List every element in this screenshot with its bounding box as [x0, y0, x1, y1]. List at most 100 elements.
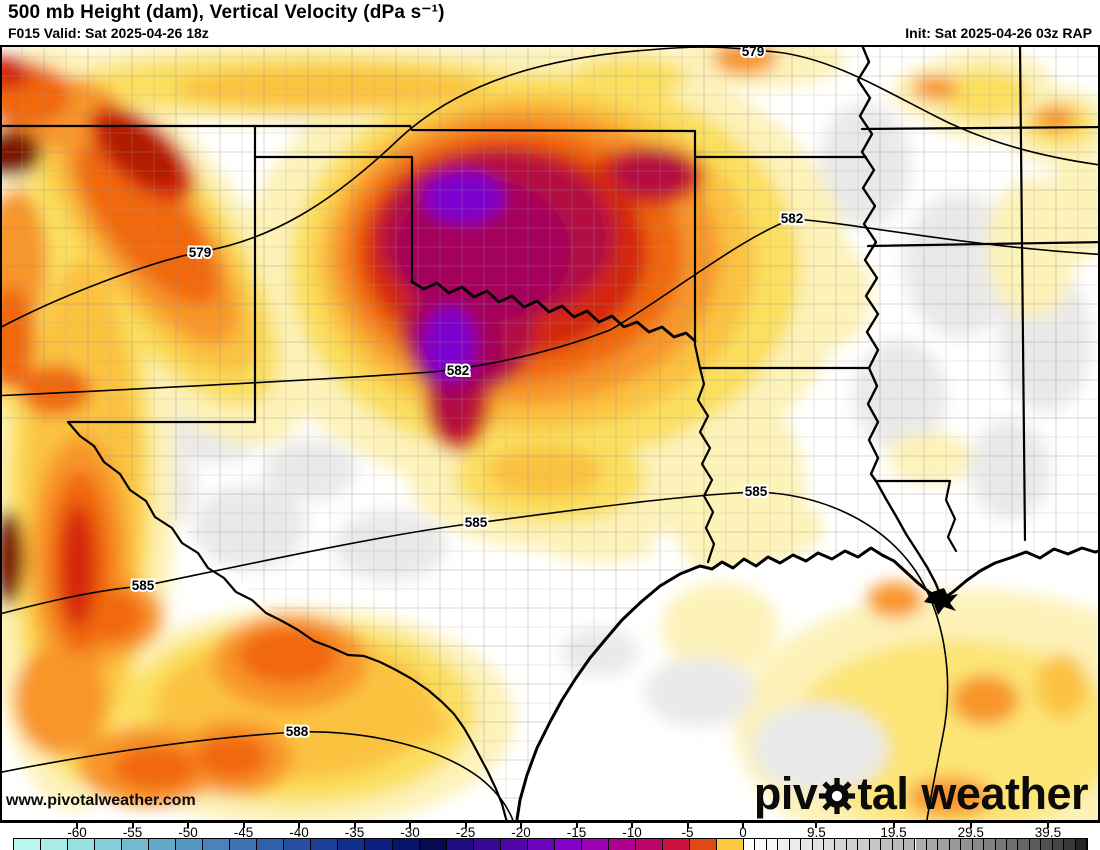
colorbar-cell [689, 839, 717, 850]
weather-map[interactable]: 579 579 582 582 585 585 585 588 www.pivo… [0, 32, 1100, 850]
colorbar-cell [1029, 839, 1042, 850]
colorbar-tick-label: -25 [455, 825, 476, 840]
colorbar-cell [995, 839, 1007, 850]
colorbar-cell [122, 839, 150, 850]
contour-label-585-west: 585 [132, 578, 155, 593]
colorbar-tick-label: -40 [289, 825, 309, 840]
colorbar-cell [949, 839, 962, 850]
colorbar-cell [1006, 839, 1019, 850]
colorbar-tick [242, 823, 245, 828]
colorbar-tick-label: -15 [566, 825, 587, 840]
colorbar-cell [904, 839, 916, 850]
colorbar-tick-label: -30 [400, 825, 420, 840]
colorbar-cell [858, 839, 870, 850]
colorbar-tick [631, 823, 633, 828]
colorbar-cell [778, 839, 790, 850]
init-time-label: Init: Sat 2025-04-26 03z RAP [905, 25, 1092, 41]
gear-icon [819, 777, 856, 814]
colorbar-cell [892, 839, 905, 850]
map-canvas: 579 579 582 582 585 585 585 588 [0, 32, 1100, 850]
colorbar-tick [742, 823, 744, 828]
state-borders [0, 43, 1100, 828]
colorbar-tick [520, 823, 522, 828]
colorbar-cell [149, 839, 177, 850]
colorbar-cell [716, 839, 744, 850]
logo-text-weather: weather [921, 768, 1088, 819]
colorbar-cell [1041, 839, 1053, 850]
colorbar-cell [257, 839, 285, 850]
colorbar-cell [801, 839, 813, 850]
colorbar-tick-label: -45 [233, 825, 254, 840]
colorbar-cell [14, 839, 42, 850]
colorbar-cell [1052, 839, 1065, 850]
colorbar-tick-label: -50 [178, 825, 198, 840]
colorbar-cell [926, 839, 939, 850]
colorbar-tick [575, 823, 578, 828]
colorbar-cells [13, 838, 1088, 850]
contour-labels: 579 579 582 582 585 585 585 588 [130, 42, 806, 741]
contour-label-579-west: 579 [189, 245, 212, 260]
colorbar-cell [311, 839, 339, 850]
map-header: 500 mb Height (dam), Vertical Velocity (… [0, 0, 1100, 45]
colorbar-tick-label: -55 [122, 825, 143, 840]
colorbar-cell [755, 839, 767, 850]
colorbar-cell [835, 839, 847, 850]
height-contour-579 [0, 46, 1100, 329]
colorbar-tick [815, 823, 818, 828]
colorbar-cell [419, 839, 447, 850]
colorbar-tick-label: 29.5 [957, 825, 984, 840]
colorbar-tick [409, 823, 411, 828]
colorbar-tick-label: -5 [681, 825, 694, 840]
colorbar-cell [230, 839, 258, 850]
colorbar-tick-label: 0 [739, 825, 747, 840]
colorbar-tick-label: -10 [622, 825, 642, 840]
colorbar-cell [789, 839, 802, 850]
colorbar-cell [961, 839, 973, 850]
colorbar-cell [766, 839, 779, 850]
logo-text-tal: tal [857, 768, 909, 819]
colorbar-cell [744, 839, 756, 850]
colorbar-cell [608, 839, 636, 850]
coastline [514, 546, 1100, 827]
colorbar-cell [972, 839, 985, 850]
colorbar-tick [969, 823, 972, 828]
contour-label-579-north: 579 [742, 45, 765, 59]
contour-label-585-mid: 585 [465, 515, 488, 530]
contour-label-585-east: 585 [745, 484, 768, 499]
height-contour-588 [0, 731, 516, 827]
valid-time-label: F015 Valid: Sat 2025-04-26 18z [8, 25, 209, 41]
colorbar-cell [846, 839, 859, 850]
colorbar-tick-label: 9.5 [806, 825, 826, 840]
colorbar-cell [95, 839, 123, 850]
colorbar-cell [338, 839, 366, 850]
colorbar-cell [365, 839, 393, 850]
colorbar-cell [1064, 839, 1076, 850]
colorbar-cell [1075, 839, 1087, 850]
colorbar-cell [812, 839, 825, 850]
colorbar-tick [892, 823, 895, 828]
colorbar-tick [353, 823, 356, 828]
colorbar-cell [527, 839, 555, 850]
page-title: 500 mb Height (dam), Vertical Velocity (… [8, 2, 445, 23]
contour-label-582-east: 582 [781, 211, 804, 226]
watermark-url: www.pivotalweather.com [6, 792, 196, 809]
height-contour-585 [0, 491, 949, 827]
height-contours [0, 46, 1100, 827]
colorbar-cell [446, 839, 474, 850]
colorbar-cell [500, 839, 528, 850]
colorbar-tick-label: -60 [67, 825, 87, 840]
colorbar-tick [131, 823, 134, 828]
colorbar-tick [686, 823, 689, 828]
colorbar: -60 -55 -50 -45 -40 -35 -30 -25 -20 -15 -10 -5 0 9.5 1… [0, 821, 1100, 850]
colorbar-cell [176, 839, 204, 850]
rivers [410, 43, 943, 598]
brand-logo: piv tal weather [754, 768, 1089, 819]
colorbar-cell [662, 839, 690, 850]
colorbar-tick [187, 823, 189, 828]
colorbar-cell [284, 839, 312, 850]
colorbar-cell [915, 839, 927, 850]
colorbar-cell [581, 839, 609, 850]
colorbar-tick-label: 39.5 [1034, 825, 1062, 840]
contour-label-588: 588 [286, 724, 309, 739]
